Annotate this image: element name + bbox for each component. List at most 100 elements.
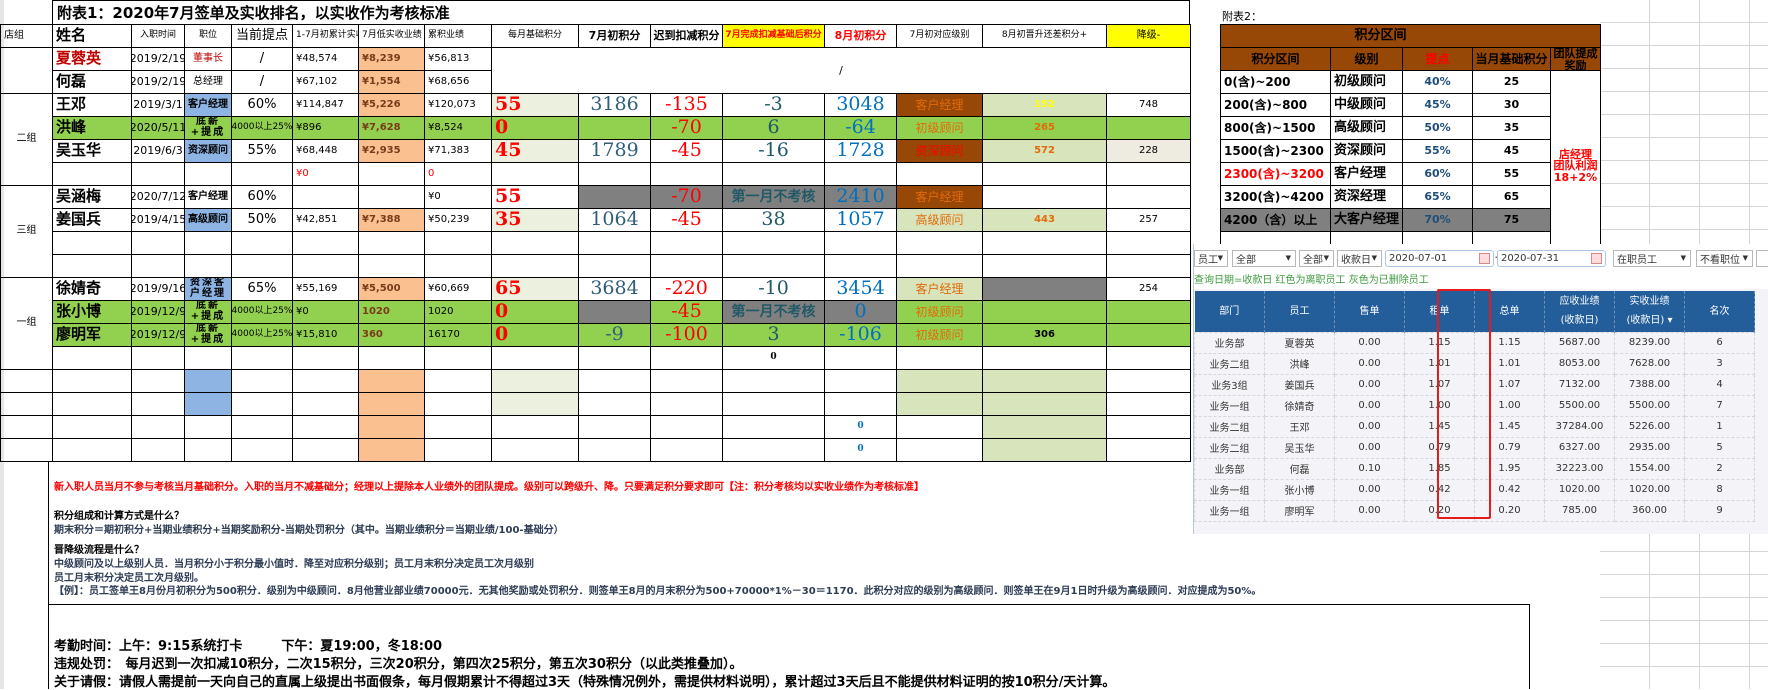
cell-late[interactable]	[650, 231, 723, 255]
table2-cell[interactable]: 客户经理	[1330, 162, 1403, 186]
header-name[interactable]: 姓名	[52, 24, 132, 48]
cell-down[interactable]: 254	[1106, 277, 1191, 301]
header-base[interactable]: 每月基础积分	[491, 24, 579, 48]
cell-july-after[interactable]	[722, 438, 825, 462]
date-from-input[interactable]: 2020-07-01	[1385, 250, 1494, 267]
merged-points-cell[interactable]: /	[491, 47, 1191, 94]
cell-late[interactable]	[650, 369, 723, 393]
table2-cell[interactable]: 25	[1472, 70, 1551, 94]
cell-late[interactable]	[650, 415, 723, 439]
cell-rate[interactable]	[231, 415, 293, 439]
column-header[interactable]: 名次	[1684, 291, 1755, 332]
cell-cumulative[interactable]: ¥0	[424, 185, 492, 209]
cell-name[interactable]: 洪峰	[52, 116, 132, 140]
cell-base[interactable]	[491, 392, 579, 416]
cell-july-actual[interactable]	[358, 438, 425, 462]
scope2-select[interactable]: 全部 ▼	[1299, 250, 1334, 267]
cell-position[interactable]	[184, 254, 232, 278]
group-cell[interactable]	[0, 392, 53, 416]
table2-cell[interactable]: 200(含)~800	[1220, 93, 1331, 117]
cell-aug-up[interactable]: 152	[982, 93, 1107, 117]
cell-down[interactable]	[1106, 254, 1191, 278]
table2-cell[interactable]: 1500(含)~2300	[1220, 139, 1331, 163]
cell-name[interactable]	[52, 392, 132, 416]
type-select[interactable]: 员工 ▼	[1194, 250, 1228, 267]
team-bonus-cell[interactable]: 店经理 团队利润 18+2%	[1550, 70, 1601, 261]
cell-july-start[interactable]	[578, 415, 651, 439]
cell-july-after[interactable]: 38	[722, 208, 825, 232]
position-select[interactable]: 不看职位 ▼	[1696, 250, 1753, 267]
table2-header[interactable]: 积分区间	[1220, 47, 1331, 71]
cell-july-level[interactable]: 客户经理	[896, 185, 983, 209]
cell-date[interactable]	[131, 369, 185, 393]
cell-aug-up[interactable]	[982, 231, 1107, 255]
cell-july-after[interactable]: -3	[722, 93, 825, 117]
cell-july-start[interactable]	[578, 300, 651, 324]
cell-base[interactable]: 35	[491, 208, 579, 232]
cell-july-after[interactable]: 第一月不考核	[722, 300, 825, 324]
table2-cell[interactable]: 65	[1472, 185, 1551, 209]
calendar-icon[interactable]	[1479, 253, 1490, 264]
cell-july-after[interactable]: 6	[722, 116, 825, 140]
table2-cell[interactable]: 初级顾问	[1330, 70, 1403, 94]
cell-down[interactable]	[1106, 392, 1191, 416]
cell-july-start[interactable]	[578, 392, 651, 416]
cell-cumulative[interactable]	[424, 392, 492, 416]
cell-july-start[interactable]	[578, 162, 651, 186]
header-down[interactable]: 降级-	[1106, 24, 1191, 48]
cell-july-start[interactable]	[578, 231, 651, 255]
table2-header[interactable]: 当月基础积分	[1472, 47, 1551, 71]
cell-aug-start[interactable]	[824, 369, 897, 393]
cell-july-after[interactable]: -10	[722, 277, 825, 301]
column-header[interactable]: 应收业绩 (收款日)	[1544, 291, 1615, 332]
cell-july-start[interactable]: 3186	[578, 93, 651, 117]
cell-rate[interactable]: 4000以上25%	[231, 323, 293, 347]
cell-cumulative[interactable]: ¥71,383	[424, 139, 492, 163]
cell-down[interactable]	[1106, 346, 1191, 370]
header-july-after[interactable]: 7月完成扣减基础后积分	[722, 24, 825, 48]
cell-aug-up[interactable]	[982, 162, 1107, 186]
table2-banner[interactable]: 积分区间	[1220, 24, 1601, 48]
cell-cumulative[interactable]	[424, 415, 492, 439]
cell-position[interactable]: 总经理	[184, 70, 232, 94]
cell-position[interactable]: 底薪+提成	[184, 300, 232, 324]
cell-july-actual[interactable]: ¥2,935	[358, 139, 425, 163]
cell-position[interactable]: 董事长	[184, 47, 232, 71]
cell-july-level[interactable]: 资深顾问	[896, 139, 983, 163]
cell-july-level[interactable]: 客户经理	[896, 277, 983, 301]
cell-july-after[interactable]: 0	[722, 346, 825, 370]
cell-aug-up[interactable]: 306	[982, 323, 1107, 347]
cell-cumulative[interactable]	[424, 369, 492, 393]
cell-ytd[interactable]: ¥67,102	[292, 70, 359, 94]
group-cell[interactable]	[0, 415, 53, 439]
table2-cell[interactable]: 75	[1472, 208, 1551, 232]
column-header[interactable]: 租单	[1404, 291, 1475, 332]
cell-cumulative[interactable]	[424, 438, 492, 462]
table2-cell[interactable]: 资深顾问	[1330, 139, 1403, 163]
cell-july-actual[interactable]	[358, 415, 425, 439]
cell-rate[interactable]: /	[231, 70, 293, 94]
cell-july-actual[interactable]: ¥5,500	[358, 277, 425, 301]
cell-aug-up[interactable]	[982, 185, 1107, 209]
cell-position[interactable]: 高级顾问	[184, 208, 232, 232]
group-label[interactable]: 三组	[0, 185, 53, 278]
cell-rate[interactable]: /	[231, 47, 293, 71]
table-row[interactable]: 业务3组 姜国兵 0.00 1.07 1.07 7132.00 7388.00 4	[1194, 373, 1755, 396]
cell-name[interactable]: 吴玉华	[52, 139, 132, 163]
cell-position[interactable]	[184, 231, 232, 255]
table-row[interactable]: 业务部 何磊 0.10 1.85 1.95 32223.00 1554.00 2	[1194, 457, 1755, 480]
cell-name[interactable]	[52, 346, 132, 370]
cell-ytd[interactable]: ¥896	[292, 116, 359, 140]
table2-cell[interactable]: 资深经理	[1330, 185, 1403, 209]
table2-cell[interactable]: 35	[1472, 116, 1551, 140]
header-cumulative[interactable]: 累积业绩	[424, 24, 492, 48]
cell-july-start[interactable]	[578, 438, 651, 462]
cell-base[interactable]	[491, 346, 579, 370]
cell-cumulative[interactable]: ¥50,239	[424, 208, 492, 232]
cell-down[interactable]	[1106, 323, 1191, 347]
cell-july-actual[interactable]	[358, 185, 425, 209]
column-header[interactable]: 售单	[1334, 291, 1405, 332]
cell-july-level[interactable]	[896, 438, 983, 462]
cell-date[interactable]: 2019/12/9	[131, 323, 185, 347]
cell-name[interactable]: 何磊	[52, 70, 132, 94]
